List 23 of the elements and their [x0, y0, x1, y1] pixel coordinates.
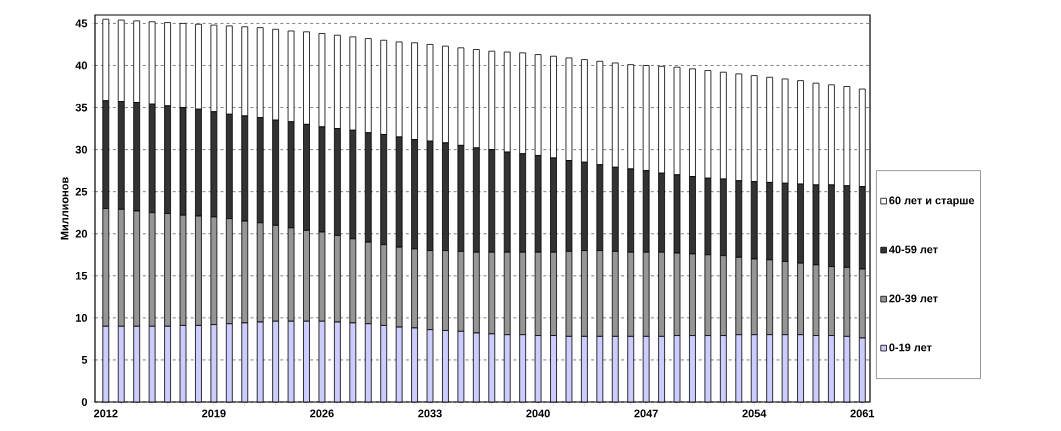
y-tick-label: 25 — [75, 187, 88, 196]
x-tick-label: 2033 — [418, 409, 442, 418]
y-tick-label: 35 — [75, 103, 88, 112]
legend-label: 40-59 лет — [889, 245, 938, 254]
y-axis-title: Миллионов — [60, 177, 69, 240]
y-tick-label: 5 — [81, 356, 88, 364]
y-tick-label: 45 — [75, 19, 88, 28]
y-tick-label: 10 — [75, 314, 88, 322]
x-tick-label: 2012 — [93, 409, 118, 418]
x-tick-label: 2061 — [850, 409, 875, 418]
legend-label: 0-19 лет — [889, 343, 932, 352]
x-tick-label: 2040 — [526, 409, 550, 418]
y-tick-label: 30 — [75, 145, 88, 154]
legend-label: 20-39 лет — [889, 294, 938, 303]
x-tick-label: 2054 — [742, 409, 767, 418]
x-tick-label: 2026 — [310, 409, 334, 418]
y-tick-label: 15 — [75, 271, 88, 280]
legend-label: 60 лет и старше — [889, 196, 975, 207]
x-tick-label: 2019 — [202, 409, 226, 418]
x-tick-label: 2047 — [634, 409, 658, 418]
y-tick-label: 20 — [75, 229, 88, 238]
y-tick-label: 0 — [81, 398, 88, 406]
y-tick-label: 40 — [75, 61, 88, 70]
